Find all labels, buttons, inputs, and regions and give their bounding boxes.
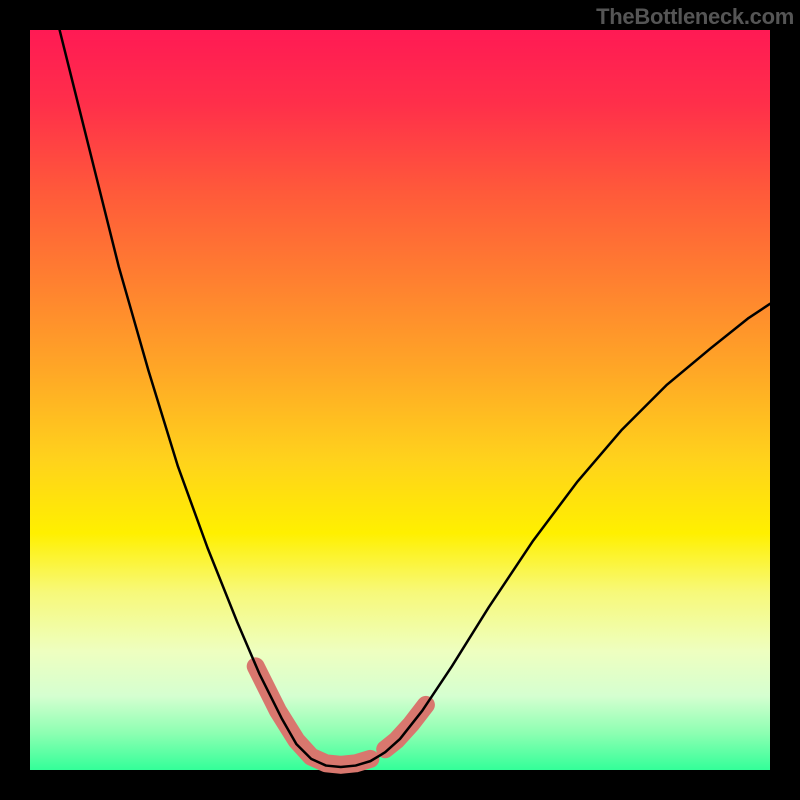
chart-background bbox=[30, 30, 770, 770]
attribution-text: TheBottleneck.com bbox=[596, 4, 794, 30]
bottleneck-chart bbox=[0, 0, 800, 800]
